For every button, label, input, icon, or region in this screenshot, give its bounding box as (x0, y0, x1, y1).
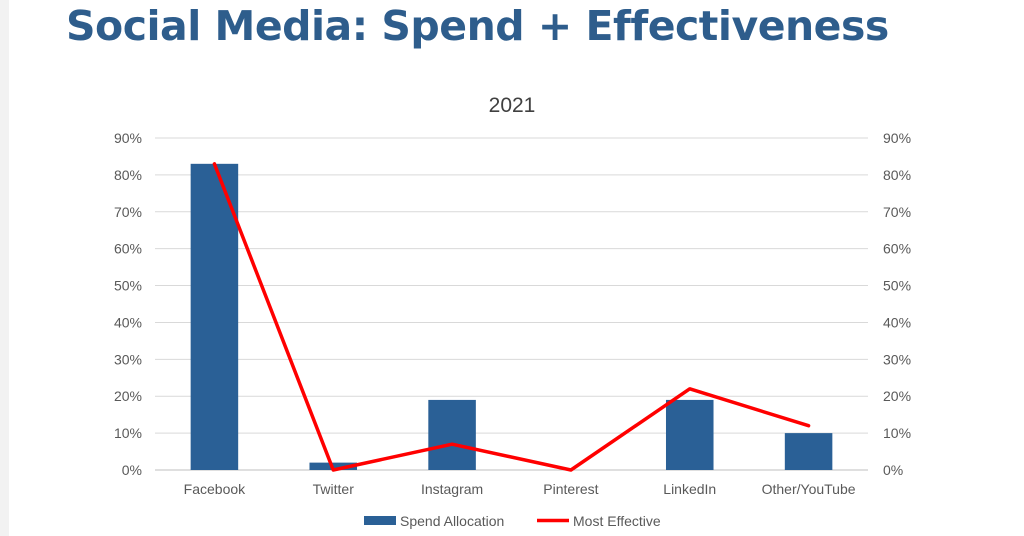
y2-tick-label: 80% (883, 167, 911, 183)
y2-tick-label: 60% (883, 241, 911, 257)
x-axis: Facebook Twitter Instagram Pinterest LinkedI… (184, 481, 856, 497)
y2-tick-label: 30% (883, 351, 911, 367)
y-tick-label: 70% (114, 204, 142, 220)
bar-linkedin (665, 399, 714, 470)
y-axis-right: 0% 10% 20% 30% 40% 50% 60% 70% 80% 90% (883, 130, 911, 478)
y-tick-label: 0% (122, 462, 142, 478)
x-tick-label: LinkedIn (663, 481, 716, 497)
line-series (212, 162, 811, 472)
legend: Spend Allocation Most Effective (364, 513, 661, 529)
legend-swatch-spend-allocation (364, 516, 396, 525)
bar-facebook (190, 163, 239, 471)
legend-label-spend-allocation: Spend Allocation (400, 513, 504, 529)
y-tick-label: 80% (114, 167, 142, 183)
x-tick-label: Instagram (421, 481, 483, 497)
legend-label-most-effective: Most Effective (573, 513, 661, 529)
y2-tick-label: 90% (883, 130, 911, 146)
y-tick-label: 40% (114, 314, 142, 330)
x-tick-label: Pinterest (543, 481, 598, 497)
y-tick-label: 30% (114, 351, 142, 367)
y2-tick-label: 70% (883, 204, 911, 220)
y-tick-label: 10% (114, 425, 142, 441)
y2-tick-label: 10% (883, 425, 911, 441)
most-effective-line (212, 162, 811, 472)
y-tick-label: 90% (114, 130, 142, 146)
y2-tick-label: 20% (883, 388, 911, 404)
y2-tick-label: 0% (883, 462, 903, 478)
y-axis-left: 0% 10% 20% 30% 40% 50% 60% 70% 80% 90% (114, 130, 142, 478)
x-tick-label: Twitter (313, 481, 355, 497)
chart-title: 2021 (489, 94, 536, 117)
slide-edge (0, 0, 9, 536)
y2-tick-label: 40% (883, 314, 911, 330)
bar-series (190, 163, 833, 471)
bar-other-youtube (784, 433, 833, 470)
x-tick-label: Facebook (184, 481, 246, 497)
y-tick-label: 60% (114, 241, 142, 257)
gridlines (155, 137, 868, 471)
bar-instagram (428, 399, 476, 470)
y2-tick-label: 50% (883, 278, 911, 294)
x-tick-label: Other/YouTube (762, 481, 856, 497)
y-tick-label: 50% (114, 278, 142, 294)
slide-title: Social Media: Spend + Effectiveness (66, 2, 889, 50)
y-tick-label: 20% (114, 388, 142, 404)
